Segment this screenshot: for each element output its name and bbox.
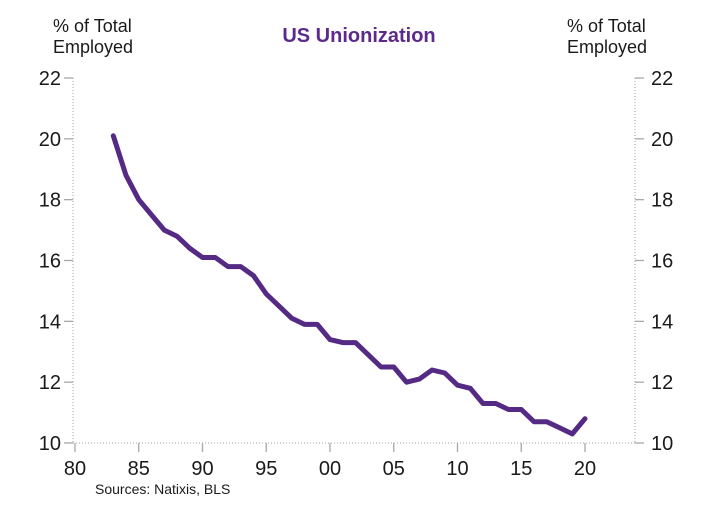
union-membership-line [110, 133, 588, 437]
y-axis-tick-label-left: 14 [39, 311, 61, 333]
x-axis-tick-label: 15 [510, 458, 532, 480]
x-axis-tick-label: 95 [255, 458, 277, 480]
x-axis-tick-label: 10 [446, 458, 468, 480]
axes [72, 78, 636, 444]
sources-note: Sources: Natixis, BLS [95, 481, 231, 497]
y-axis-tick-label-right: 18 [651, 190, 673, 212]
y-axis-labels-right: 22 20 18 16 14 12 10 [651, 68, 673, 455]
x-axis-tick-label: 85 [128, 458, 150, 480]
left-axis-unit-label: % of Total Employed [53, 16, 134, 57]
y-axis-tick-label-right: 14 [651, 311, 673, 333]
y-axis-labels-left: 22 20 18 16 14 12 10 [39, 68, 61, 455]
x-axis-tick-label: 05 [383, 458, 405, 480]
y-axis-tick-label-left: 22 [39, 68, 61, 90]
y-axis-tick-label-right: 16 [651, 251, 673, 273]
x-axis-tick-label: 80 [64, 458, 86, 480]
x-axis-labels: 80 85 90 95 00 05 10 15 20 [64, 458, 596, 480]
y-axis-tick-label-right: 10 [651, 433, 673, 455]
x-axis-tick-label: 90 [191, 458, 213, 480]
x-axis-tick-label: 00 [319, 458, 341, 480]
chart-title: US Unionization [282, 25, 436, 47]
y-axis-tick-label-right: 12 [651, 372, 673, 394]
y-axis-tick-label-left: 20 [39, 129, 61, 151]
tick-marks [64, 77, 644, 452]
y-axis-tick-label-left: 12 [39, 372, 61, 394]
x-axis-tick-label: 20 [574, 458, 596, 480]
y-axis-tick-label-left: 18 [39, 190, 61, 212]
y-axis-tick-label-right: 22 [651, 68, 673, 90]
y-axis-tick-label-right: 20 [651, 129, 673, 151]
y-axis-tick-label-left: 10 [39, 433, 61, 455]
y-axis-tick-label-left: 16 [39, 251, 61, 273]
right-axis-unit-label: % of Total Employed [567, 16, 648, 57]
